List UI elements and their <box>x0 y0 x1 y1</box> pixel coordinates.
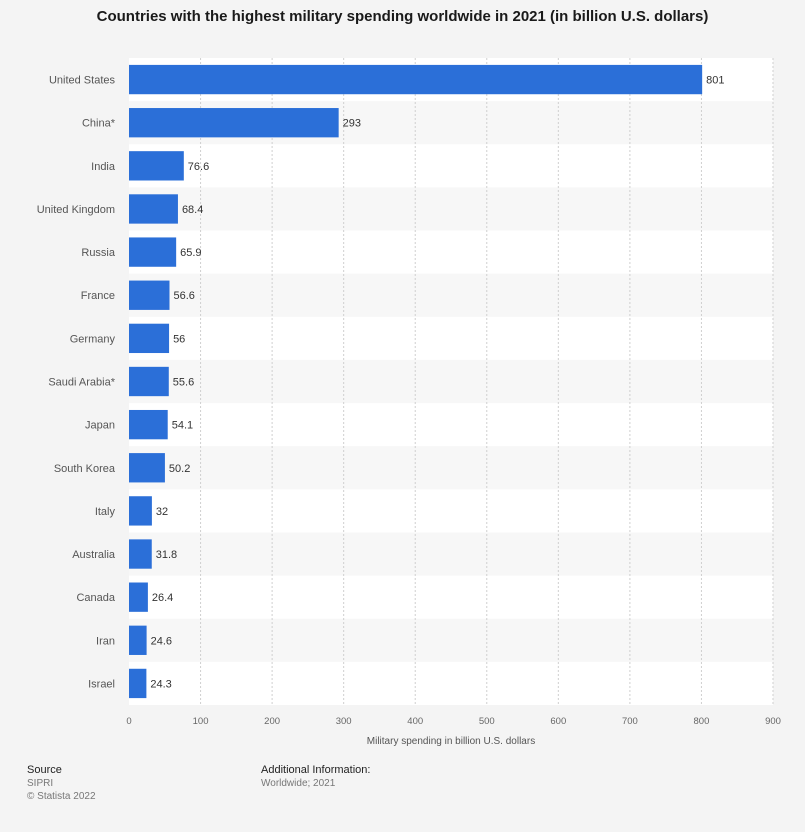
bar <box>129 280 170 310</box>
x-tick-label: 300 <box>336 716 352 727</box>
category-label: United States <box>49 75 116 87</box>
bar <box>129 237 177 267</box>
value-label: 293 <box>343 118 361 130</box>
value-label: 50.2 <box>169 463 190 475</box>
category-label: Germany <box>70 333 116 345</box>
bar <box>129 496 152 526</box>
category-label: South Korea <box>54 463 116 475</box>
bar <box>129 539 152 569</box>
source-block: Source SIPRI © Statista 2022 <box>27 764 96 803</box>
value-label: 54.1 <box>172 420 193 432</box>
x-tick-label: 100 <box>193 716 209 727</box>
value-label: 31.8 <box>156 549 177 561</box>
copyright-text[interactable]: © Statista 2022 <box>27 791 96 802</box>
value-label: 26.4 <box>152 592 173 604</box>
category-label: Australia <box>72 549 116 561</box>
value-label: 56 <box>173 333 185 345</box>
bar <box>129 108 339 138</box>
row-stripe <box>129 273 773 317</box>
category-label: United Kingdom <box>37 204 115 216</box>
value-label: 32 <box>156 506 168 518</box>
chart-title: Countries with the highest military spen… <box>96 8 709 25</box>
x-tick-label: 200 <box>264 716 280 727</box>
additional-info-heading: Additional Information: <box>261 764 371 776</box>
bar <box>129 194 178 224</box>
x-tick-label: 500 <box>479 716 495 727</box>
category-label: Italy <box>95 506 116 518</box>
value-label: 24.6 <box>151 635 172 647</box>
bar <box>129 668 147 699</box>
category-label: France <box>81 290 115 302</box>
x-tick-label: 900 <box>765 716 781 727</box>
source-name[interactable]: SIPRI <box>27 778 54 789</box>
value-label: 76.6 <box>188 161 209 173</box>
source-heading: Source <box>27 764 62 776</box>
x-tick-label: 0 <box>126 716 131 727</box>
x-axis-title: Military spending in billion U.S. dollar… <box>367 736 535 747</box>
category-label: India <box>91 161 116 173</box>
bar <box>129 409 168 440</box>
row-stripe <box>129 532 773 576</box>
category-label: Saudi Arabia* <box>48 377 115 389</box>
value-label: 65.9 <box>180 247 201 259</box>
additional-info-block: Additional Information: Worldwide; 2021 <box>261 764 370 790</box>
bar <box>129 64 703 95</box>
row-stripe <box>129 618 773 662</box>
category-label: Japan <box>85 420 115 432</box>
value-label: 801 <box>706 75 724 87</box>
value-label: 55.6 <box>173 377 194 389</box>
x-tick-label: 400 <box>407 716 423 727</box>
category-label: Canada <box>76 592 115 604</box>
bar <box>129 625 147 655</box>
row-stripe <box>129 359 773 404</box>
value-label: 24.3 <box>150 678 171 690</box>
row-stripe <box>129 446 773 490</box>
category-label: Russia <box>81 247 116 259</box>
bar <box>129 582 148 612</box>
x-tick-label: 600 <box>550 716 566 727</box>
bar <box>129 366 169 397</box>
x-tick-label: 700 <box>622 716 638 727</box>
bar <box>129 323 170 354</box>
value-label: 56.6 <box>174 290 195 302</box>
bar <box>129 151 184 181</box>
bar-chart: 0 100 200 300 400 500 600 700 800 900 Military spe… <box>37 58 781 747</box>
category-label: Iran <box>96 635 115 647</box>
category-label: China* <box>82 118 116 130</box>
x-tick-label: 800 <box>694 716 710 727</box>
category-label: Israel <box>88 678 115 690</box>
row-stripe <box>129 187 773 231</box>
value-label: 68.4 <box>182 204 203 216</box>
bar <box>129 453 165 483</box>
additional-info-text: Worldwide; 2021 <box>261 778 336 789</box>
